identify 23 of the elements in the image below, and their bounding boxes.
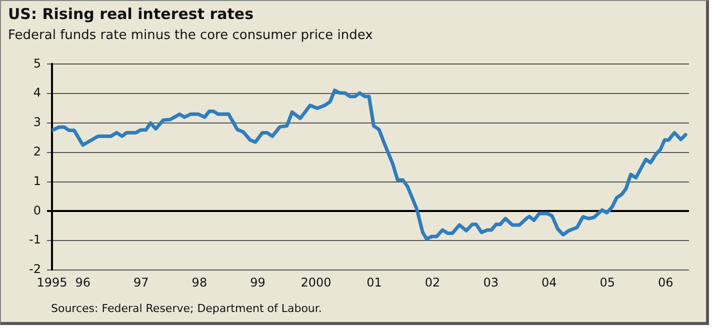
x-tick-label: 01 — [366, 275, 382, 290]
x-tick-label: 97 — [134, 275, 149, 290]
y-tick-label: -2 — [29, 262, 41, 276]
x-tick-label: 04 — [541, 275, 557, 290]
x-tick-label: 1995 — [36, 275, 68, 290]
y-tick-label: 4 — [33, 86, 41, 100]
x-tick-label: 2000 — [300, 275, 332, 290]
y-tick-label: 5 — [33, 56, 41, 70]
x-tick-label: 96 — [75, 275, 91, 290]
x-tick-label: 03 — [483, 275, 498, 290]
source-note: Sources: Federal Reserve; Department of Labour. — [51, 302, 322, 315]
y-tick-label: 2 — [33, 144, 41, 159]
chart-title: US: Rising real interest rates — [8, 5, 254, 23]
chart-subtitle: Federal funds rate minus the core consumer price index — [8, 28, 373, 43]
y-tick-label: 3 — [33, 115, 41, 130]
y-tick-label: 0 — [33, 203, 41, 218]
x-tick-label: 05 — [600, 275, 616, 290]
x-tick-label: 98 — [192, 275, 208, 290]
y-tick-label: -1 — [29, 232, 41, 247]
y-tick-label: 1 — [33, 174, 41, 188]
x-tick-label: 06 — [658, 275, 674, 290]
x-tick-label: 99 — [250, 275, 266, 290]
x-tick-label: 02 — [424, 275, 440, 290]
